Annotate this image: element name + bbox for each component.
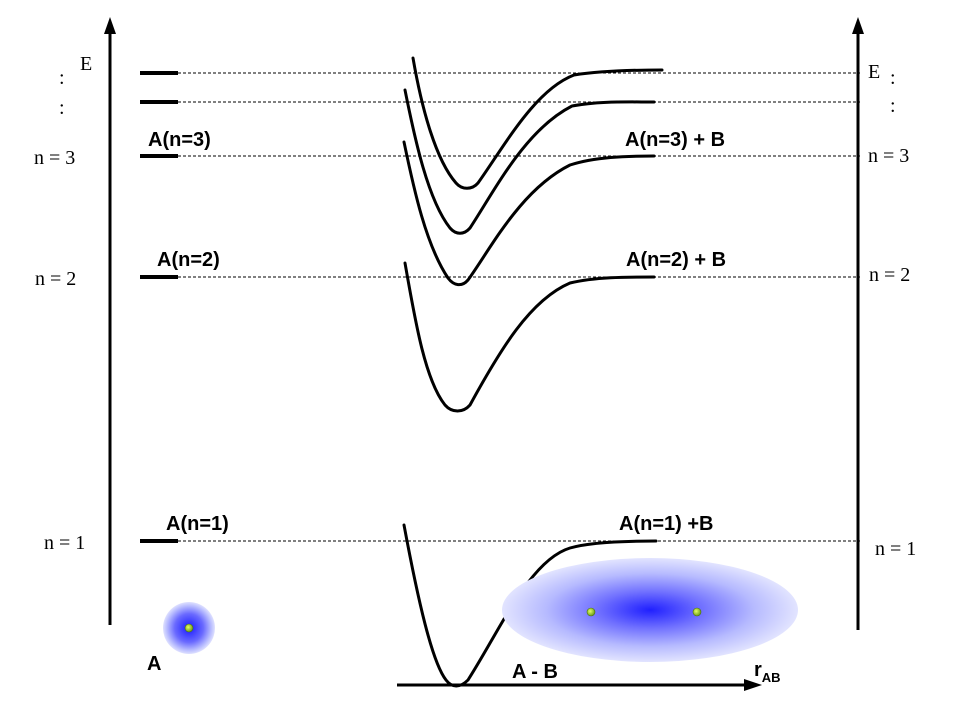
left-level-n2: n = 2 xyxy=(35,268,76,290)
r-axis-label: rAB xyxy=(754,659,781,685)
potential-curve-n2 xyxy=(403,261,656,413)
molecule-state-n3: A(n=3) + B xyxy=(625,129,725,151)
potential-curve-n3-c xyxy=(411,56,664,190)
right-level-n3: n = 3 xyxy=(868,145,909,167)
molecule-ab-cloud xyxy=(502,558,798,662)
potential-curve-n3-b xyxy=(403,88,656,235)
right-dots-2: : xyxy=(890,95,896,117)
left-level-n1: n = 1 xyxy=(44,532,85,554)
left-dots-2: : xyxy=(59,97,65,119)
atom-label: A xyxy=(147,653,161,675)
right-dots-1: : xyxy=(890,67,896,89)
left-level-n3: n = 3 xyxy=(34,147,75,169)
atom-a-cloud xyxy=(163,602,215,654)
left-energy-label: E xyxy=(80,53,92,75)
molecule-nucleus-b xyxy=(692,607,702,617)
potential-curve-n3-a xyxy=(402,140,656,287)
left-energy-axis xyxy=(104,17,116,625)
r-axis-label-sub: AB xyxy=(762,670,781,685)
atomic-level-bars xyxy=(140,71,178,543)
atom-state-n2: A(n=2) xyxy=(157,249,220,271)
potential-curve-n1 xyxy=(402,523,658,688)
atom-state-n3: A(n=3) xyxy=(148,129,211,151)
molecule-state-n1: A(n=1) +B xyxy=(619,513,713,535)
right-level-n2: n = 2 xyxy=(869,264,910,286)
molecule-nucleus-a xyxy=(586,607,596,617)
atom-a-nucleus xyxy=(184,623,194,633)
atom-state-n1: A(n=1) xyxy=(166,513,229,535)
right-energy-label: E xyxy=(868,61,880,83)
left-dots-1: : xyxy=(59,67,65,89)
r-axis-label-main: r xyxy=(754,659,762,681)
right-energy-axis xyxy=(852,17,864,630)
right-level-n1: n = 1 xyxy=(875,538,916,560)
molecule-state-n2: A(n=2) + B xyxy=(626,249,726,271)
molecule-label: A - B xyxy=(512,661,558,683)
dashed-reference-lines xyxy=(178,72,860,542)
potential-curves xyxy=(402,56,664,688)
